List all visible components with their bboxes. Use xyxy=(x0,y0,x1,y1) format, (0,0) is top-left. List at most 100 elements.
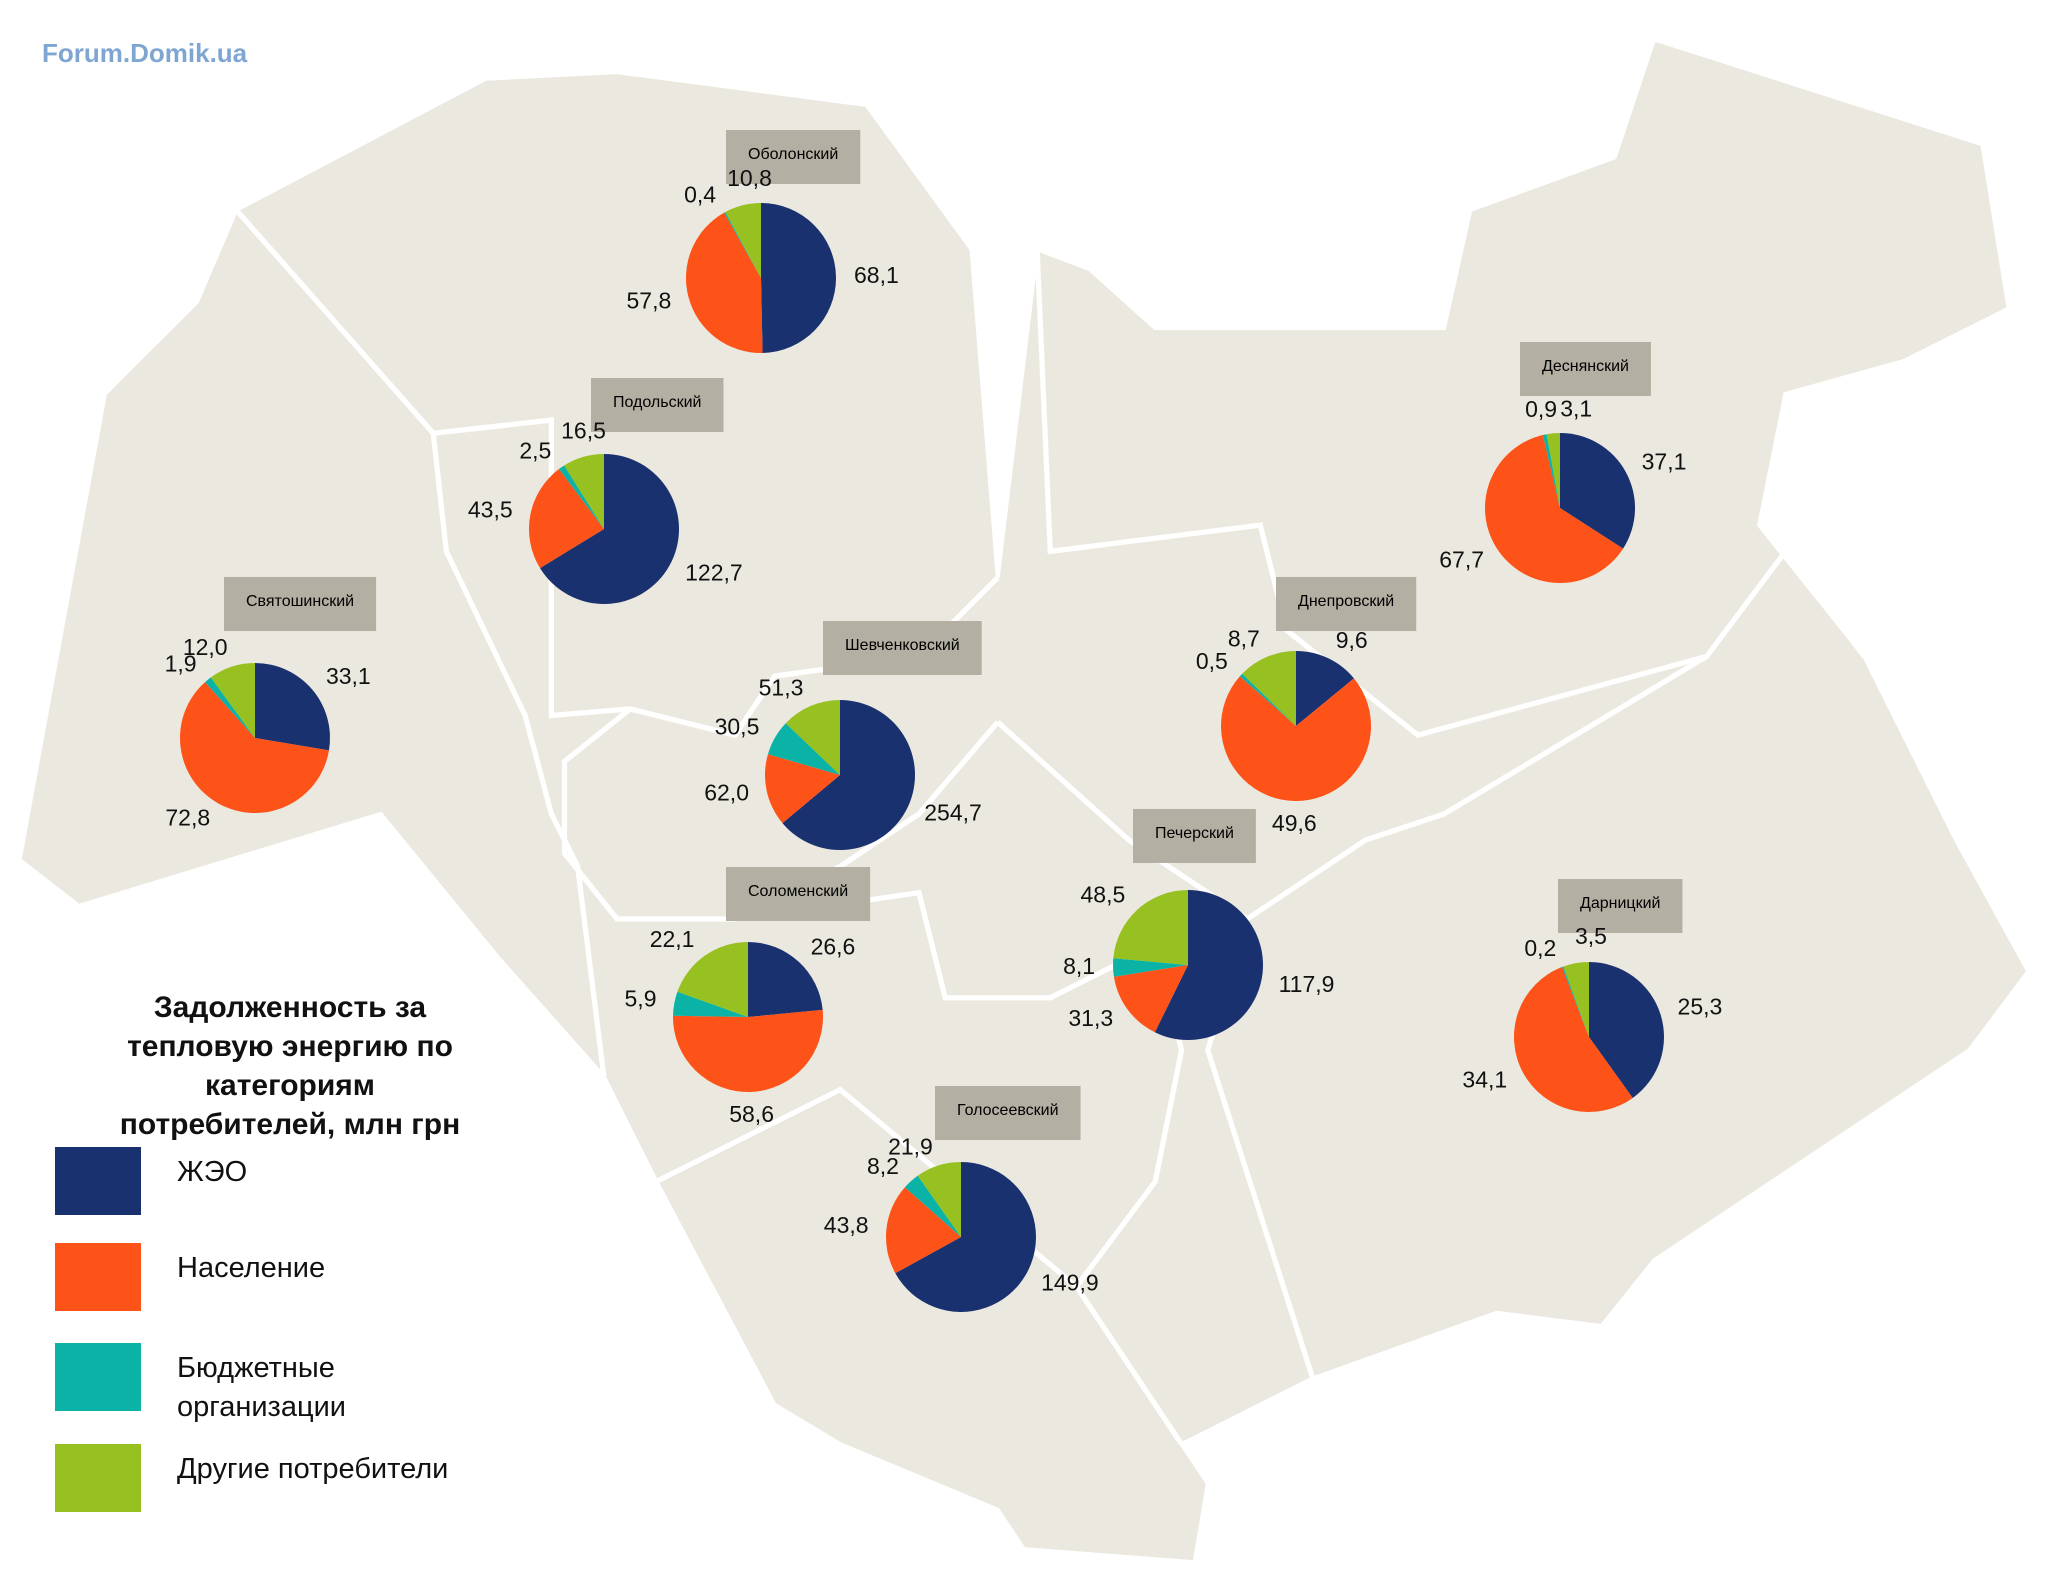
legend-swatch xyxy=(55,1444,141,1512)
legend-label: Бюджетные организации xyxy=(177,1352,346,1423)
pie-slice xyxy=(895,1162,1036,1312)
pie-slice xyxy=(673,1009,823,1092)
data-label: 37,1 xyxy=(1642,449,1687,475)
pie-slice xyxy=(1546,433,1560,508)
pie-slice xyxy=(904,1175,961,1237)
district-name-box xyxy=(1133,809,1256,863)
district-pie: Подольский 122,7 43,5 2,5 16,5 xyxy=(468,378,743,604)
district-name-box xyxy=(1276,577,1417,631)
district-pie: Оболонский 68,1 57,8 0,4 10,8 xyxy=(627,130,899,353)
district-name: Днепровский xyxy=(1298,593,1394,610)
legend-swatch xyxy=(55,1243,141,1311)
legend-title: Задолженность за тепловую энергию по кат… xyxy=(119,991,461,1141)
pie-slice xyxy=(1563,962,1589,1037)
pie-slice xyxy=(1113,890,1188,965)
data-label: 10,8 xyxy=(727,165,772,191)
district-name: Святошинский xyxy=(246,593,354,610)
district-name: Деснянский xyxy=(1542,358,1629,375)
pie-slice xyxy=(540,454,679,604)
district-name-box xyxy=(1520,342,1651,396)
data-label: 72,8 xyxy=(165,805,210,831)
legend-label: Другие потребители xyxy=(177,1453,449,1485)
data-label: 51,3 xyxy=(759,675,804,701)
data-label: 0,2 xyxy=(1524,935,1556,961)
data-label: 8,1 xyxy=(1063,953,1095,979)
pie-slice xyxy=(1113,958,1188,977)
pie-slice xyxy=(686,212,763,353)
pie-slice xyxy=(1154,890,1264,1040)
pie-slice xyxy=(748,942,823,1017)
data-label: 30,5 xyxy=(715,714,760,740)
data-label: 8,7 xyxy=(1228,625,1260,651)
watermark: Forum.Domik.ua xyxy=(42,38,248,68)
legend-item: Население xyxy=(55,1243,495,1313)
district-name-box xyxy=(823,621,982,675)
pie-slice xyxy=(1239,673,1296,726)
pie-slice xyxy=(725,203,761,278)
data-label: 22,1 xyxy=(650,926,695,952)
pie-slice xyxy=(1296,651,1354,726)
district-pie: Соломенский 26,6 58,6 5,9 22,1 xyxy=(625,867,871,1127)
data-label: 0,9 xyxy=(1525,396,1557,422)
pie-slice xyxy=(205,677,255,738)
district-pie: Днепровский 9,6 49,6 0,58,7 xyxy=(1196,577,1417,836)
data-label: 26,6 xyxy=(811,933,856,959)
legend-swatch xyxy=(55,1343,141,1411)
data-label: 62,0 xyxy=(704,779,749,805)
pie-slice xyxy=(180,682,329,813)
data-label: 57,8 xyxy=(627,288,672,314)
data-label: 9,6 xyxy=(1336,627,1368,653)
district-pie: Деснянский 37,1 67,7 0,9 3,1 xyxy=(1439,342,1686,583)
pie-slice xyxy=(673,991,748,1017)
data-label: 0,4 xyxy=(684,182,716,208)
district-pie: Святошинский 33,1 72,8 1,912,0 xyxy=(165,577,377,831)
pie-slice xyxy=(724,212,761,278)
data-label: 8,2 xyxy=(867,1153,899,1179)
pie-slice xyxy=(785,700,840,775)
pie-slice xyxy=(917,1162,961,1237)
district-name: Соломенский xyxy=(748,883,848,900)
data-label: 67,7 xyxy=(1439,547,1484,573)
pie-slice xyxy=(1589,962,1665,1098)
pie-slice xyxy=(558,465,604,529)
data-label: 25,3 xyxy=(1678,994,1723,1020)
district-pie: Шевченковский 254,7 62,0 30,5 51,3 xyxy=(704,621,982,851)
data-label: 254,7 xyxy=(924,799,982,825)
legend-label: Население xyxy=(177,1252,326,1284)
pie-slice xyxy=(1560,433,1636,549)
pie-slice xyxy=(1113,965,1188,1033)
pie-slice xyxy=(210,663,255,738)
data-label: 117,9 xyxy=(1279,971,1335,997)
pie-slice xyxy=(767,723,840,775)
legend-label: ЖЭО xyxy=(177,1156,248,1188)
pie-slice xyxy=(1242,651,1296,726)
district-name: Подольский xyxy=(613,394,701,411)
data-label: 12,0 xyxy=(183,634,228,660)
pie-slice xyxy=(1542,434,1560,508)
district-name-box xyxy=(591,378,724,432)
legend-item: Бюджетные организации xyxy=(55,1343,495,1423)
district-name: Оболонский xyxy=(748,146,838,163)
pie-slice xyxy=(1221,676,1372,801)
data-label: 33,1 xyxy=(326,663,371,689)
city-outline xyxy=(17,36,2031,1565)
district-name-box xyxy=(726,867,871,921)
data-label: 68,1 xyxy=(854,262,899,288)
data-label: 3,1 xyxy=(1560,395,1592,421)
district-name-box xyxy=(935,1086,1081,1140)
legend-item: Другие потребители xyxy=(55,1444,495,1514)
district-name: Голосеевский xyxy=(957,1102,1059,1119)
data-label: 0,5 xyxy=(1196,648,1228,674)
data-label: 16,5 xyxy=(561,417,606,443)
district-pie: Печерский 117,9 31,3 8,1 48,5 xyxy=(1063,809,1334,1040)
pie-slice xyxy=(761,203,836,353)
district-name: Печерский xyxy=(1155,825,1234,842)
district-name: Шевченковский xyxy=(845,637,960,654)
pie-slice xyxy=(529,469,604,569)
district-name: Дарницкий xyxy=(1580,895,1660,912)
data-label: 3,5 xyxy=(1575,923,1607,949)
data-label: 31,3 xyxy=(1068,1005,1113,1031)
data-label: 43,5 xyxy=(468,497,513,523)
